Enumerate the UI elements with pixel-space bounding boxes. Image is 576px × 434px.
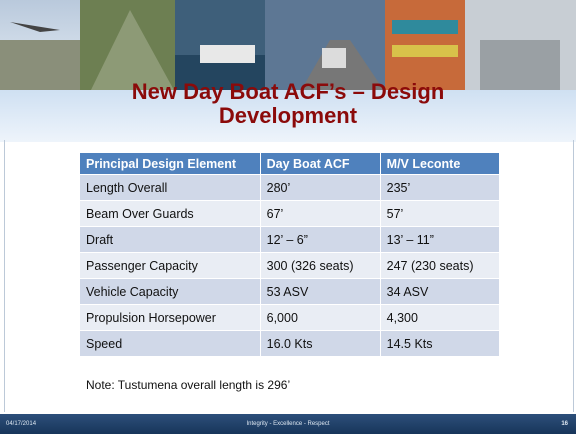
header-cell: Day Boat ACF xyxy=(259,152,381,175)
table-cell: 300 (326 seats) xyxy=(259,252,381,279)
table-row: Vehicle Capacity 53 ASV 34 ASV xyxy=(79,278,501,305)
design-table: Principal Design Element Day Boat ACF M/V … xyxy=(79,152,501,357)
note: Note: Tustumena overall length is 296’ xyxy=(86,378,291,392)
table-cell: 13’ – 11” xyxy=(379,226,501,253)
header-row: Principal Design Element Day Boat ACF M/V … xyxy=(79,152,501,175)
header-cell: Principal Design Element xyxy=(79,152,261,175)
table-row: Passenger Capacity 300 (326 seats) 247 (23… xyxy=(79,252,501,279)
table-cell: Propulsion Horsepower xyxy=(79,304,261,331)
slide-title: New Day Boat ACF’s – Design Development xyxy=(131,79,445,128)
table-row: Speed 16.0 Kts 14.5 Kts xyxy=(79,330,501,357)
table-cell: 34 ASV xyxy=(379,278,501,305)
table-cell: Length Overall xyxy=(79,174,261,201)
table-cell: Draft xyxy=(79,226,261,253)
table-row: Draft 12’ – 6” 13’ – 11” xyxy=(79,226,501,253)
table-cell: 14.5 Kts xyxy=(379,330,501,357)
banner-photos xyxy=(0,0,576,92)
table-cell: 53 ASV xyxy=(259,278,381,305)
table-cell: 235’ xyxy=(379,174,501,201)
table-cell: 16.0 Kts xyxy=(259,330,381,357)
table-cell: 247 (230 seats) xyxy=(379,252,501,279)
table-cell: 4,300 xyxy=(379,304,501,331)
table-cell: 67’ xyxy=(259,200,381,227)
page-number: 16 xyxy=(561,421,568,427)
footer-motto: Integrity - Excellence - Respect xyxy=(246,421,330,427)
table-row: Length Overall 280’ 235’ xyxy=(79,174,501,201)
table-cell: Speed xyxy=(79,330,261,357)
table-cell: Passenger Capacity xyxy=(79,252,261,279)
table-cell: 280’ xyxy=(259,174,381,201)
table-cell: 12’ – 6” xyxy=(259,226,381,253)
footer: 04/17/2014 Integrity - Excellence - Resp… xyxy=(0,414,576,434)
title-band xyxy=(0,90,576,142)
table-row: Propulsion Horsepower 6,000 4,300 xyxy=(79,304,501,331)
footer-date: 04/17/2014 xyxy=(6,421,37,427)
table-row: Beam Over Guards 67’ 57’ xyxy=(79,200,501,227)
content-frame xyxy=(4,140,574,412)
table-cell: 6,000 xyxy=(259,304,381,331)
table-cell: 57’ xyxy=(379,200,501,227)
table-body: Length Overall 280’ 235’ Beam Over Guards 67… xyxy=(79,174,501,357)
table-cell: Beam Over Guards xyxy=(79,200,261,227)
header-cell: M/V Leconte xyxy=(379,152,501,175)
table-cell: Vehicle Capacity xyxy=(79,278,261,305)
